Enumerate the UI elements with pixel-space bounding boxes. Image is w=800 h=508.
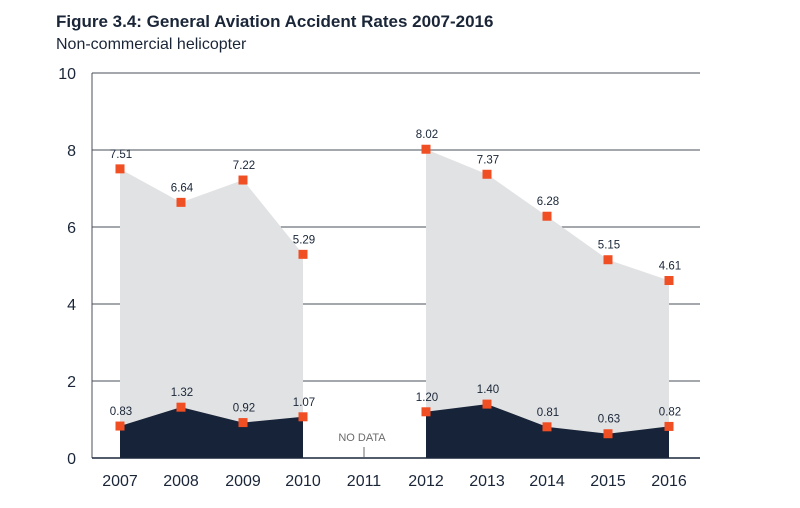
data-point-marker [421, 407, 431, 417]
x-tick-label: 2010 [285, 473, 321, 490]
no-data-annotation: NO DATA [338, 432, 386, 444]
data-label: 1.07 [293, 397, 315, 409]
chart-title: Figure 3.4: General Aviation Accident Ra… [56, 12, 494, 31]
total-rate-area [426, 149, 669, 459]
data-label: 6.64 [171, 182, 194, 194]
total-rate-area [120, 168, 303, 459]
data-label: 7.37 [477, 154, 499, 166]
data-label: 5.15 [598, 240, 620, 252]
data-label: 1.40 [477, 384, 499, 396]
data-label: 5.29 [293, 234, 315, 246]
data-point-marker [542, 211, 552, 221]
y-tick-label: 4 [67, 297, 76, 314]
data-point-marker [238, 175, 248, 185]
y-tick-label: 8 [67, 143, 76, 160]
data-label: 6.28 [537, 196, 559, 208]
data-label: 0.83 [110, 406, 132, 418]
x-tick-label: 2007 [102, 473, 138, 490]
chart-subtitle: Non-commercial helicopter [56, 36, 247, 53]
data-label: 7.51 [110, 149, 132, 161]
y-tick-label: 6 [67, 220, 76, 237]
data-point-marker [115, 421, 125, 431]
data-label: 0.92 [233, 403, 255, 415]
data-label: 4.61 [659, 261, 681, 273]
y-tick-label: 0 [67, 451, 76, 468]
data-point-marker [421, 144, 431, 154]
data-point-marker [238, 418, 248, 428]
data-point-marker [298, 412, 308, 422]
y-tick-label: 10 [58, 66, 76, 83]
x-tick-label: 2013 [469, 473, 505, 490]
data-point-marker [603, 429, 613, 439]
data-label: 1.32 [171, 387, 193, 399]
x-tick-label: 2012 [408, 473, 444, 490]
fatal-rate-area [120, 407, 303, 458]
data-point-marker [482, 169, 492, 179]
data-label: 8.02 [416, 129, 438, 141]
data-point-marker [664, 421, 674, 431]
x-tick-label: 2009 [225, 473, 261, 490]
x-tick-label: 2016 [651, 473, 687, 490]
x-tick-label: 2008 [163, 473, 199, 490]
y-tick-label: 2 [67, 374, 76, 391]
data-point-marker [482, 399, 492, 409]
x-tick-label: 2014 [529, 473, 565, 490]
data-label: 7.22 [233, 160, 255, 172]
data-point-marker [603, 255, 613, 265]
data-label: 0.82 [659, 406, 681, 418]
data-point-marker [542, 422, 552, 432]
data-label: 0.63 [598, 414, 620, 426]
data-point-marker [115, 164, 125, 174]
data-point-marker [176, 402, 186, 412]
data-point-marker [176, 197, 186, 207]
data-point-marker [664, 276, 674, 286]
data-label: 1.20 [416, 392, 438, 404]
x-tick-label: 2015 [590, 473, 626, 490]
data-point-marker [298, 249, 308, 259]
x-tick-label: 2011 [347, 473, 382, 490]
data-label: 0.81 [537, 407, 559, 419]
